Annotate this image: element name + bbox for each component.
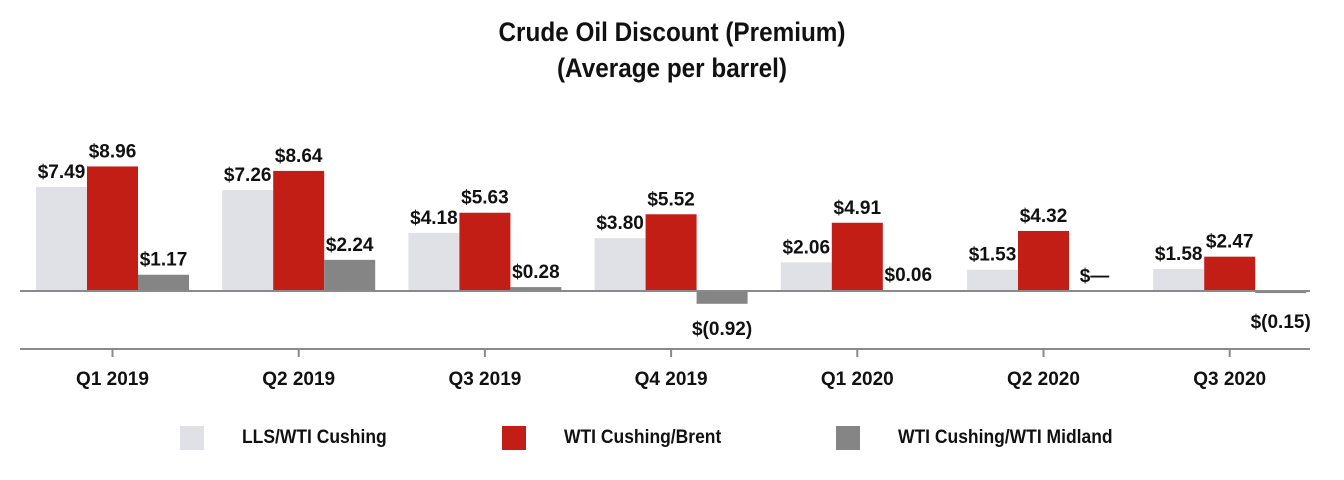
data-label-lls-wti-cushing-q3-2019: $4.18 xyxy=(410,208,458,229)
bar-wti-cushing-wti-midland-q2-2019 xyxy=(324,259,376,291)
chart-legend: LLS/WTI Cushing WTI Cushing/Brent WTI Cu… xyxy=(0,424,1344,452)
bar-wti-cushing-brent-q1-2020 xyxy=(831,222,883,291)
x-tick-label-q3-2019: Q3 2019 xyxy=(448,369,521,390)
data-label-wti-cushing-brent-q1-2019: $8.96 xyxy=(89,141,137,162)
data-label-wti-cushing-wti-midland-q1-2020: $0.06 xyxy=(885,265,933,286)
data-label-wti-cushing-brent-q3-2019: $5.63 xyxy=(461,188,509,209)
bar-chart: $7.49 $7.26 $4.18 $3.80 $2.06 $1.53 $1.58 $8.96… xyxy=(20,141,1311,390)
legend-label-wti-cushing-wti-midland: WTI Cushing/WTI Midland xyxy=(898,427,1113,448)
legend-label-wti-cushing-brent: WTI Cushing/Brent xyxy=(564,427,722,448)
data-label-lls-wti-cushing-q3-2020: $1.58 xyxy=(1155,244,1203,265)
bar-wti-cushing-wti-midland-q3-2019 xyxy=(510,287,562,291)
legend-swatch-wti-cushing-wti-midland xyxy=(836,426,860,450)
data-label-wti-cushing-wti-midland-q4-2019: $(0.92) xyxy=(692,319,752,340)
bar-wti-cushing-brent-q2-2019 xyxy=(273,170,325,291)
bar-wti-cushing-wti-midland-q1-2019 xyxy=(138,274,189,291)
data-label-wti-cushing-brent-q2-2020: $4.32 xyxy=(1020,206,1068,227)
data-label-lls-wti-cushing-q2-2019: $7.26 xyxy=(224,165,272,186)
x-tick-label-q1-2020: Q1 2020 xyxy=(821,369,894,390)
legend-swatch-lls-wti-cushing xyxy=(180,426,204,450)
x-tick-label-q2-2019: Q2 2019 xyxy=(262,369,335,390)
data-label-wti-cushing-wti-midland-q3-2020: $(0.15) xyxy=(1251,312,1311,333)
bar-wti-cushing-brent-q2-2020 xyxy=(1018,230,1069,291)
bar-lls-wti-cushing-q2-2020 xyxy=(967,269,1018,291)
x-tick-label-q2-2020: Q2 2020 xyxy=(1007,369,1080,390)
x-tick-label-q1-2019: Q1 2019 xyxy=(76,369,149,390)
legend-label-lls-wti-cushing: LLS/WTI Cushing xyxy=(242,427,387,448)
bar-lls-wti-cushing-q3-2020 xyxy=(1153,269,1205,291)
data-label-wti-cushing-wti-midland-q3-2019: $0.28 xyxy=(512,262,560,283)
data-label-wti-cushing-wti-midland-q1-2019: $1.17 xyxy=(140,250,188,271)
bar-wti-cushing-brent-q1-2019 xyxy=(87,166,138,291)
data-label-wti-cushing-wti-midland-q2-2019: $2.24 xyxy=(326,235,374,256)
x-tick-label-q4-2019: Q4 2019 xyxy=(635,369,708,390)
data-label-lls-wti-cushing-q1-2019: $7.49 xyxy=(38,162,86,183)
data-label-lls-wti-cushing-q1-2020: $2.06 xyxy=(783,237,831,258)
bar-wti-cushing-wti-midland-q3-2020 xyxy=(1255,291,1307,294)
x-tick-label-q3-2020: Q3 2020 xyxy=(1193,369,1266,390)
data-label-wti-cushing-brent-q4-2019: $5.52 xyxy=(647,189,695,210)
legend-item-wti-cushing-brent: WTI Cushing/Brent xyxy=(502,424,735,452)
data-label-wti-cushing-brent-q1-2020: $4.91 xyxy=(834,198,882,219)
data-label-wti-cushing-wti-midland-q2-2020: $— xyxy=(1080,266,1110,287)
bar-lls-wti-cushing-q2-2019 xyxy=(222,190,274,291)
data-label-lls-wti-cushing-q2-2020: $1.53 xyxy=(969,245,1017,266)
chart-subtitle: (Average per barrel) xyxy=(556,53,788,83)
bar-lls-wti-cushing-q1-2019 xyxy=(36,186,87,291)
legend-swatch-wti-cushing-brent xyxy=(502,426,526,450)
bar-wti-cushing-brent-q3-2020 xyxy=(1204,256,1256,291)
legend-item-lls-wti-cushing: LLS/WTI Cushing xyxy=(180,424,399,452)
bar-lls-wti-cushing-q1-2020 xyxy=(780,262,832,291)
bar-wti-cushing-brent-q3-2019 xyxy=(459,212,511,291)
chart-title-block: Crude Oil Discount (Premium) (Average pe… xyxy=(0,14,1344,86)
data-label-lls-wti-cushing-q4-2019: $3.80 xyxy=(596,213,644,234)
bar-lls-wti-cushing-q4-2019 xyxy=(594,238,646,291)
bar-lls-wti-cushing-q3-2019 xyxy=(408,232,460,291)
chart-title: Crude Oil Discount (Premium) xyxy=(498,17,846,47)
data-label-wti-cushing-brent-q2-2019: $8.64 xyxy=(275,146,323,167)
data-label-wti-cushing-brent-q3-2020: $2.47 xyxy=(1206,232,1254,253)
legend-item-wti-cushing-wti-midland: WTI Cushing/WTI Midland xyxy=(836,424,1131,452)
bar-wti-cushing-wti-midland-q4-2019 xyxy=(696,291,748,304)
bar-wti-cushing-brent-q4-2019 xyxy=(645,214,697,291)
